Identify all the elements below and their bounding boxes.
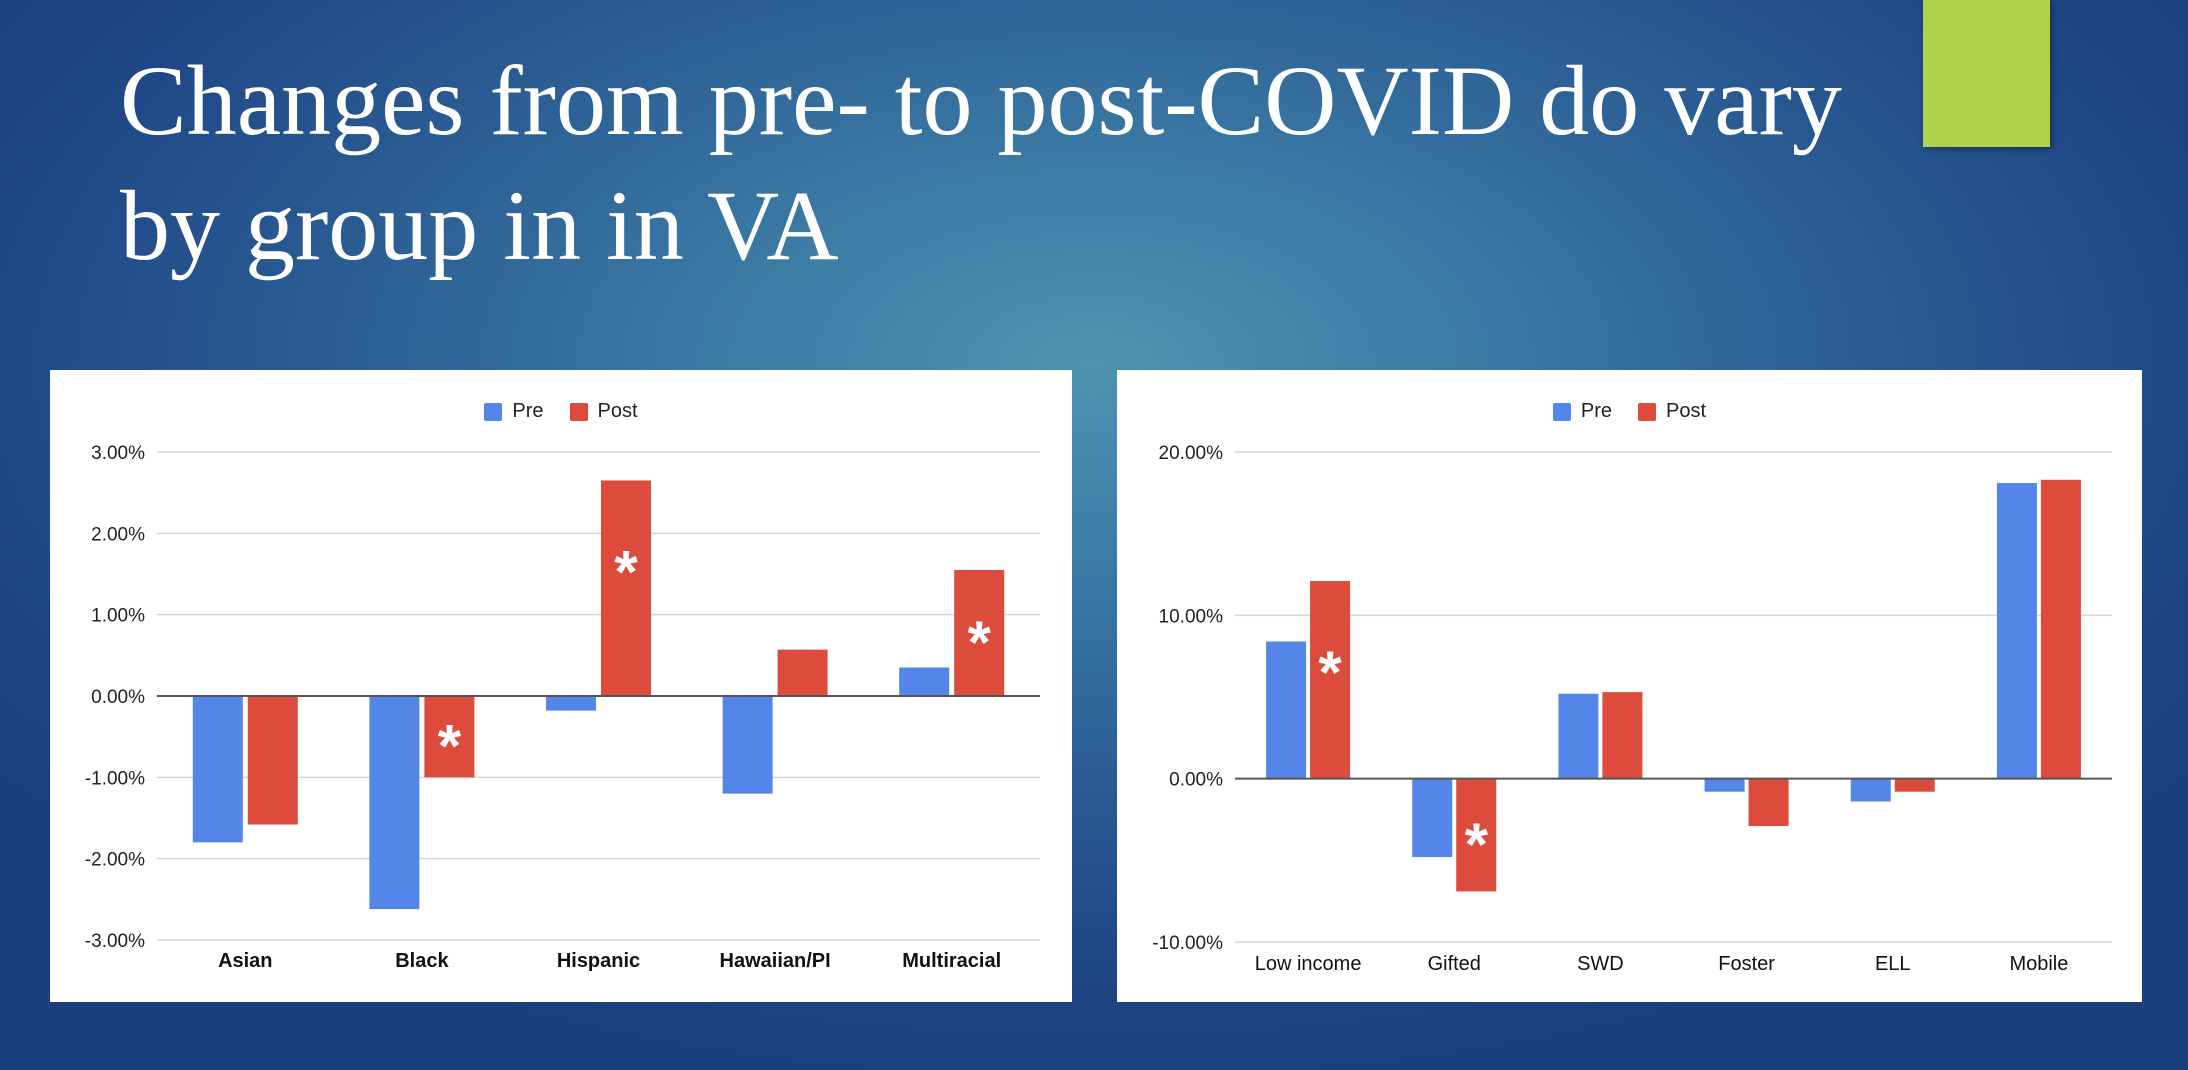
legend-swatch-post [569, 402, 588, 421]
slide-title: Changes from pre- to post-COVID do vary … [120, 45, 1842, 281]
y-tick-label: 2.00% [91, 524, 145, 545]
legend-label-pre: Pre [1580, 400, 1613, 422]
y-tick-label: 10.00% [1159, 606, 1224, 627]
y-tick-label: 1.00% [91, 606, 145, 627]
bar-pre [899, 667, 950, 696]
x-category-label: Low income [1255, 953, 1362, 975]
x-category-label: Mobile [2009, 953, 2068, 975]
bar-post [424, 696, 475, 778]
bar-post [777, 649, 828, 696]
legend-swatch-pre [1552, 402, 1571, 421]
bar-pre [722, 696, 773, 794]
student-group-chart: Pre Post 20.00% 10.00% 0.00% -10.00% Low inc… [1117, 370, 2142, 1002]
x-category-label: Hawaiian/PI [720, 950, 831, 972]
legend-swatch-pre [484, 402, 503, 421]
legend-item-pre: Pre [484, 400, 544, 423]
significance-marker: * [438, 713, 462, 780]
bar-pre [546, 696, 596, 711]
bar-post [1456, 778, 1497, 892]
x-category-label: Multiracial [902, 950, 1001, 972]
bar-post [601, 480, 651, 696]
bar-pre [369, 696, 420, 910]
chart-legend: Pre Post [1117, 400, 2142, 423]
bar-post [954, 569, 1005, 696]
legend-label-post: Post [1666, 400, 1707, 422]
significance-marker: * [1465, 811, 1489, 878]
y-tick-label: 0.00% [1169, 770, 1223, 791]
bar-pre [1558, 693, 1599, 779]
bar-post [2040, 479, 2081, 779]
x-category-label: Asian [218, 950, 272, 972]
x-category-label: Gifted [1428, 953, 1481, 975]
y-tick-label: -1.00% [85, 768, 145, 789]
y-tick-label: -3.00% [85, 931, 145, 952]
significance-marker: * [968, 609, 992, 676]
bar-pre [1266, 641, 1307, 779]
x-category-label: ELL [1875, 953, 1911, 975]
x-category-label: Foster [1718, 953, 1775, 975]
bar-pre [1412, 778, 1453, 858]
y-tick-label: 3.00% [91, 443, 145, 464]
y-tick-label: -2.00% [85, 850, 145, 871]
legend-swatch-post [1638, 402, 1657, 421]
legend-item-post: Post [1638, 400, 1706, 423]
chart-plot: 20.00% 10.00% 0.00% -10.00% Low income Gifted… [1152, 443, 2112, 975]
accent-square [1923, 0, 2050, 147]
chart-plot: 3.00% 2.00% 1.00% 0.00% -1.00% -2.00% -3.00% As… [85, 443, 1040, 972]
chart-legend: Pre Post [50, 400, 1072, 423]
bar-post [1894, 778, 1935, 792]
y-tick-label: -10.00% [1152, 933, 1223, 954]
bar-pre [192, 696, 243, 843]
bar-post [247, 696, 298, 825]
bar-post [1748, 778, 1789, 827]
bar-pre [1704, 778, 1745, 792]
race-ethnicity-chart: Pre Post 3.00% 2.00% 1.00% 0.00% -1.00% -2.00… [50, 370, 1072, 1002]
x-category-label: Hispanic [557, 950, 640, 972]
y-tick-label: 20.00% [1159, 443, 1224, 464]
legend-item-post: Post [569, 400, 638, 423]
x-category-label: Black [395, 950, 449, 972]
legend-item-pre: Pre [1552, 400, 1613, 423]
legend-label-pre: Pre [512, 400, 544, 422]
legend-label-post: Post [597, 400, 638, 422]
x-category-label: SWD [1577, 953, 1624, 975]
bar-post [1602, 692, 1643, 779]
bar-pre [1850, 778, 1891, 802]
bar-post [1310, 581, 1351, 779]
bar-pre [1996, 483, 2037, 779]
significance-marker: * [1318, 639, 1342, 706]
significance-marker: * [614, 538, 638, 605]
y-tick-label: 0.00% [91, 687, 145, 708]
